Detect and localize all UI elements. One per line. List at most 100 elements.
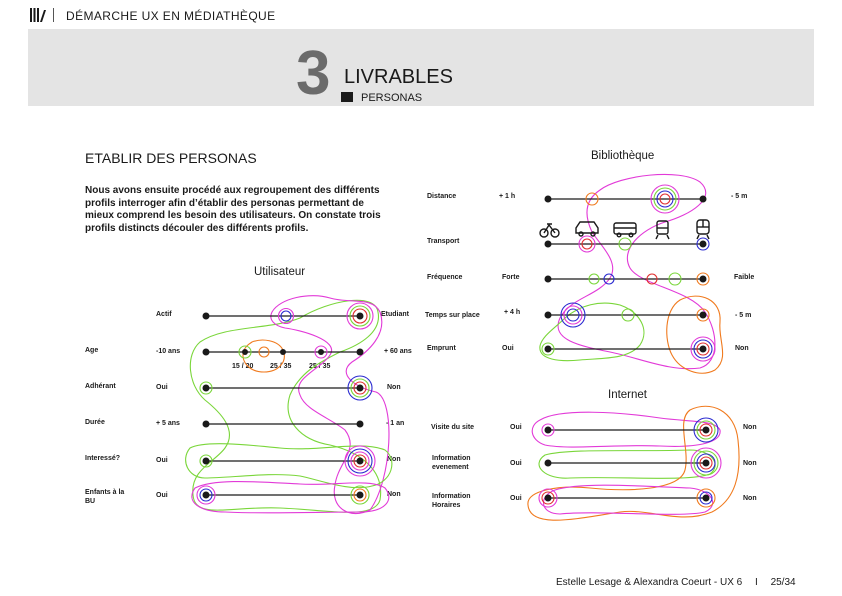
axis-endpoint	[356, 457, 364, 465]
age-tick-label: 25 / 35	[309, 363, 331, 370]
utilisateur-row-label: Age	[85, 347, 99, 354]
persona-ring	[696, 237, 710, 251]
persona-blob-magenta-2	[191, 480, 390, 514]
persona-ring	[560, 302, 586, 328]
persona-ring	[699, 491, 713, 505]
persona-ring	[353, 381, 367, 395]
internet-endpoints	[544, 426, 710, 502]
bibliotheque-row-label: Distance	[427, 193, 457, 200]
car-icon	[575, 221, 599, 237]
axis-endpoint	[699, 275, 707, 283]
internet-left-value: Oui	[510, 424, 522, 431]
section-banner	[28, 29, 814, 106]
axis-endpoint	[356, 491, 364, 499]
persona-ring	[588, 273, 600, 285]
persona-ring	[646, 273, 658, 285]
persona-ring	[277, 307, 295, 325]
axis-endpoint	[544, 426, 552, 434]
persona-ring	[541, 423, 555, 437]
persona-blob-green	[538, 449, 716, 479]
persona-blob-orange	[242, 339, 285, 373]
utilisateur-left-value: + 5 ans	[156, 420, 180, 427]
internet-row-label: Visite du site	[431, 424, 475, 431]
page-heading: ETABLIR DES PERSONAS	[85, 150, 257, 166]
bibliotheque-right-value: Non	[735, 345, 749, 352]
axis-endpoint	[202, 384, 210, 392]
axis-endpoint	[544, 275, 552, 283]
age-tick-label: 25 / 35	[270, 363, 292, 370]
bibliotheque-title: Bibliothèque	[591, 150, 655, 162]
bibliotheque-right-value: Faible	[734, 274, 755, 281]
axis-endpoint	[544, 311, 552, 319]
axis-endpoint	[544, 240, 552, 248]
axis-endpoint	[242, 349, 248, 355]
section-title: LIVRABLES	[344, 66, 453, 88]
bibliotheque-left-value: + 1 h	[499, 193, 516, 200]
persona-ring	[344, 445, 376, 477]
persona-ring	[696, 420, 716, 440]
persona-ring	[346, 302, 374, 330]
persona-blob-magenta-2	[543, 484, 714, 515]
internet-right-value: Non	[743, 424, 757, 431]
persona-ring	[696, 488, 716, 508]
persona-ring	[347, 375, 373, 401]
tram-icon	[655, 220, 670, 240]
persona-ring	[653, 187, 677, 211]
utilisateur-left-value: -10 ans	[156, 348, 181, 355]
axis-endpoint	[702, 459, 710, 467]
utilisateur-right-value: Non	[387, 491, 401, 498]
persona-ring	[603, 273, 615, 285]
persona-ring	[668, 272, 682, 286]
utilisateur-left-value: Oui	[156, 492, 168, 499]
axis-endpoint	[202, 312, 210, 320]
persona-ring	[350, 485, 370, 505]
persona-ring	[696, 453, 716, 473]
persona-blob-magenta	[557, 173, 716, 370]
footer-separator: I	[755, 577, 758, 588]
persona-ring	[585, 192, 599, 206]
utilisateur-row-label: Durée	[85, 419, 105, 426]
bicycle-icon	[539, 223, 560, 238]
section-subtitle: PERSONAS	[361, 92, 423, 104]
axis-endpoint	[202, 420, 210, 428]
persona-ring	[199, 488, 213, 502]
persona-ring	[352, 308, 368, 324]
utilisateur-row-label: Enfants à la BU	[85, 489, 125, 505]
persona-ring	[693, 417, 719, 443]
persona-ring	[650, 184, 680, 214]
axis-endpoint	[544, 345, 552, 353]
utilisateur-endpoints	[202, 312, 364, 499]
axis-endpoint	[699, 195, 707, 203]
internet-rings	[538, 417, 722, 508]
internet-row-label: Information evenement	[432, 455, 471, 471]
intro-paragraph: Nous avons ensuite procédé aux regroupem…	[85, 185, 381, 234]
section-number: 3	[296, 39, 331, 108]
axis-endpoint	[544, 494, 552, 502]
utilisateur-rings	[196, 302, 376, 505]
axis-endpoint	[202, 491, 210, 499]
persona-ring	[690, 336, 716, 362]
utilisateur-row-label: Interessé?	[85, 455, 121, 462]
axis-endpoint	[699, 240, 707, 248]
persona-blob-green	[189, 299, 382, 513]
bibliotheque-row-label: Transport	[427, 238, 460, 245]
internet-title: Internet	[608, 389, 647, 401]
persona-ring	[699, 456, 713, 470]
bibliotheque-right-value: - 5 m	[731, 193, 748, 200]
bibliotheque-endpoints	[544, 195, 707, 353]
header-separator	[53, 8, 54, 22]
persona-ring	[696, 342, 710, 356]
axis-endpoint	[699, 311, 707, 319]
persona-ring	[280, 310, 292, 322]
persona-ring	[690, 447, 722, 479]
utilisateur-right-value: Non	[387, 384, 401, 391]
persona-ring	[258, 346, 270, 358]
persona-blob-green-2	[185, 443, 393, 489]
persona-ring	[696, 272, 710, 286]
axis-endpoint	[356, 420, 364, 428]
bibliotheque-left-value: + 4 h	[504, 309, 521, 316]
bus-icon	[613, 222, 637, 238]
internet-left-value: Oui	[510, 460, 522, 467]
bibliotheque-left-value: Oui	[502, 345, 514, 352]
